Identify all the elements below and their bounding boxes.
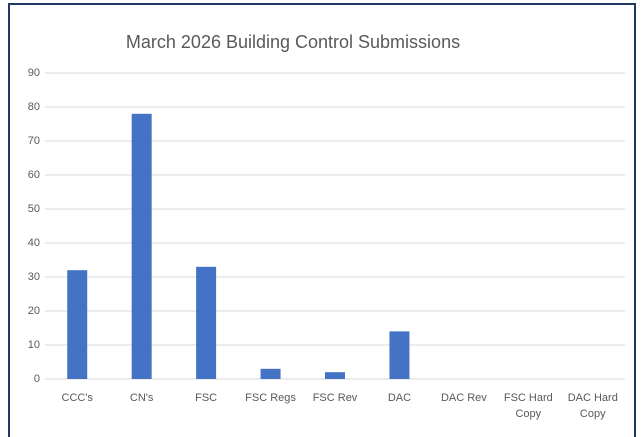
x-tick-label: FSC (195, 392, 218, 404)
x-tick-label: DAC Rev (440, 392, 487, 404)
y-tick-label: 20 (28, 305, 40, 317)
y-tick-label: 10 (28, 339, 40, 351)
x-tick-label: FSC Rev (312, 392, 358, 404)
y-tick-label: 60 (28, 169, 40, 181)
y-tick-label: 30 (28, 271, 40, 283)
y-tick-label: 90 (28, 67, 40, 79)
bar (131, 113, 152, 380)
x-tick-label: DAC Hard Copy (567, 392, 618, 420)
y-tick-label: 80 (28, 101, 40, 113)
x-tick-label: DAC (387, 392, 412, 404)
chart-title: March 2026 Building Control Submissions (126, 32, 460, 52)
x-tick-label: FSC Hard Copy (503, 392, 553, 420)
x-tick-label: FSC Regs (245, 392, 296, 404)
bar (389, 331, 410, 379)
chart-frame (8, 3, 636, 437)
y-tick-label: 70 (28, 135, 40, 147)
bar (325, 372, 345, 379)
x-tick-label: CN's (129, 392, 154, 404)
bar (260, 368, 281, 379)
y-tick-label: 50 (28, 203, 40, 215)
y-tick-label: 0 (34, 373, 40, 385)
bar (196, 266, 217, 379)
x-tick-label: CCC's (61, 392, 93, 404)
bar (67, 270, 88, 379)
y-tick-label: 40 (28, 237, 40, 249)
